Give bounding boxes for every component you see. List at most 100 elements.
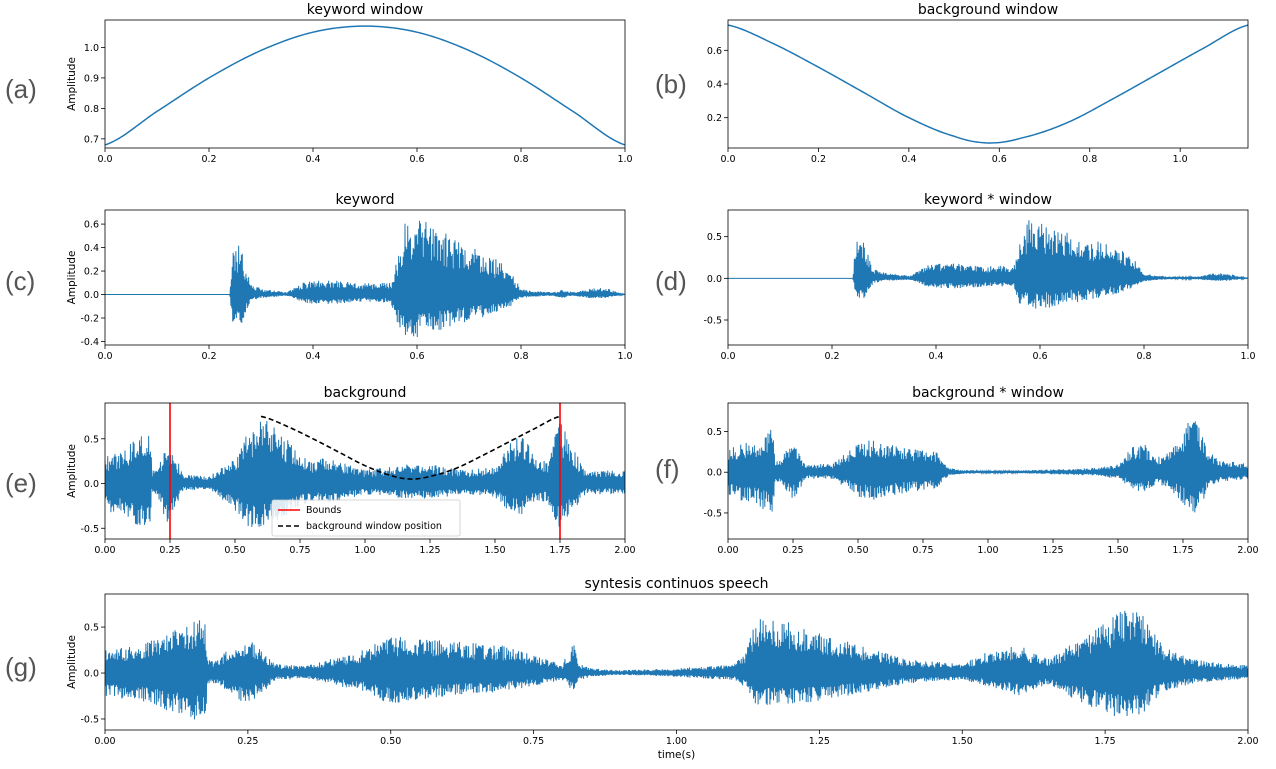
- x-tick-label-c: 0.6: [409, 351, 424, 362]
- plot-data-b: [728, 24, 1248, 144]
- x-tick-label-c: 0.2: [201, 351, 216, 362]
- y-tick-label-a: 0.9: [84, 73, 99, 84]
- y-tick-label-c: -0.4: [80, 337, 99, 348]
- panel-title-e: background: [324, 385, 407, 401]
- y-tick-label-b: 0.4: [707, 80, 722, 91]
- x-tick-label-f: 0.00: [717, 545, 738, 556]
- panel-label-d: (d): [655, 266, 687, 296]
- x-tick-label-d: 0.2: [824, 351, 839, 362]
- waveform-f: [728, 421, 1248, 513]
- x-tick-label-e: 1.25: [419, 545, 440, 556]
- plot-data-e: [105, 403, 625, 539]
- legend: Bounds background window position: [271, 499, 461, 537]
- y-tick-label-e: -0.5: [80, 524, 99, 535]
- x-tick-label-b: 0.8: [1082, 154, 1097, 165]
- x-tick-label-g: 1.00: [666, 736, 687, 747]
- panel-label-a: (a): [5, 74, 37, 104]
- x-tick-label-a: 0.6: [409, 154, 424, 165]
- panel-b: 0.0 0.2 0.4 0.6 0.8 1.0 0.2 0.4 0.6 background wi…: [655, 2, 1249, 165]
- x-tick-label-g: 1.25: [809, 736, 830, 747]
- legend-box: [271, 499, 461, 537]
- x-tick-label-e: 1.50: [484, 545, 505, 556]
- x-tick-label-e: 1.00: [354, 545, 375, 556]
- x-tick-label-g: 2.00: [1237, 736, 1258, 747]
- x-tick-label-d: 0.8: [1136, 351, 1151, 362]
- x-axis-label-g: time(s): [658, 749, 695, 761]
- x-tick-label-a: 0.8: [513, 154, 528, 165]
- x-tick-label-d: 1.0: [1240, 351, 1255, 362]
- panel-label-g: (g): [5, 652, 37, 682]
- x-tick-label-f: 0.75: [912, 545, 933, 556]
- y-axis-label-a: Amplitude: [66, 57, 78, 111]
- x-tick-label-f: 0.25: [782, 545, 803, 556]
- x-tick-label-a: 0.2: [201, 154, 216, 165]
- x-tick-label-e: 0.75: [289, 545, 310, 556]
- y-tick-label-b: 0.2: [707, 113, 722, 124]
- panel-title-a: keyword window: [307, 2, 423, 18]
- x-tick-label-d: 0.6: [1032, 351, 1047, 362]
- x-tick-label-g: 0.50: [380, 736, 401, 747]
- y-tick-label-c: 0.6: [84, 220, 99, 231]
- axes-frame-a: [104, 19, 626, 149]
- plot-data-f: [728, 421, 1248, 513]
- x-tick-label-c: 0.4: [305, 351, 320, 362]
- x-tick-label-d: 0.0: [720, 351, 735, 362]
- x-tick-label-f: 1.25: [1042, 545, 1063, 556]
- x-tick-label-b: 0.0: [720, 154, 735, 165]
- waveform-e: [105, 420, 625, 530]
- x-tick-label-e: 0.00: [94, 545, 115, 556]
- y-tick-label-c: 0.2: [84, 267, 99, 278]
- x-tick-label-b: 1.0: [1173, 154, 1188, 165]
- panel-g: 0.00 0.25 0.50 0.75 1.00 1.25 1.50 1.75 2.00 -0.5…: [5, 576, 1259, 761]
- y-tick-label-c: 0.4: [84, 243, 99, 254]
- x-tick-label-e: 0.50: [224, 545, 245, 556]
- y-tick-label-d: -0.5: [703, 316, 722, 327]
- y-tick-label-g: -0.5: [80, 714, 99, 725]
- legend-label-window-position: background window position: [306, 521, 442, 532]
- waveform-c: [105, 220, 625, 337]
- x-tick-label-c: 0.8: [513, 351, 528, 362]
- panel-label-f: (f): [655, 454, 680, 484]
- y-tick-label-f: -0.5: [703, 508, 722, 519]
- panel-label-b: (b): [655, 69, 687, 99]
- x-tick-label-f: 1.75: [1172, 545, 1193, 556]
- x-tick-label-c: 0.0: [97, 351, 112, 362]
- y-axis-label-e: Amplitude: [66, 444, 78, 498]
- x-tick-label-b: 0.2: [811, 154, 826, 165]
- y-tick-label-a: 1.0: [84, 43, 99, 54]
- window-position-line: [260, 415, 561, 480]
- panel-title-f: background * window: [912, 385, 1064, 401]
- waveform-d: [728, 220, 1248, 309]
- panel-title-b: background window: [918, 2, 1058, 18]
- plot-data-d: [728, 220, 1248, 309]
- legend-label-bounds: Bounds: [306, 505, 341, 516]
- y-tick-label-f: 0.0: [707, 468, 722, 479]
- y-tick-label-g: 0.0: [84, 669, 99, 680]
- x-tick-label-e: 2.00: [614, 545, 635, 556]
- x-tick-label-d: 0.4: [928, 351, 943, 362]
- y-tick-label-d: 0.5: [707, 232, 722, 243]
- y-tick-label-a: 0.8: [84, 104, 99, 115]
- y-tick-label-d: 0.0: [707, 274, 722, 285]
- panel-c: 0.0 0.2 0.4 0.6 0.8 1.0 -0.4 -0.2 0.0 0.2 0.4 0.6 ke…: [5, 192, 633, 362]
- y-tick-label-e: 0.5: [84, 434, 99, 445]
- x-tick-label-g: 0.25: [237, 736, 258, 747]
- x-tick-label-f: 1.50: [1107, 545, 1128, 556]
- axes-frame-d: [727, 209, 1249, 346]
- waveform-g: [105, 610, 1248, 720]
- panel-e: 0.00 0.25 0.50 0.75 1.00 1.25 1.50 1.75 2.00 -0.5…: [5, 385, 636, 556]
- panel-label-e: (e): [5, 468, 37, 498]
- panel-title-c: keyword: [336, 192, 395, 208]
- y-axis-label-c: Amplitude: [66, 251, 78, 305]
- panel-label-c: (c): [5, 266, 35, 296]
- axes-frame-c: [104, 209, 626, 346]
- panel-d: 0.0 0.2 0.4 0.6 0.8 1.0 -0.5 0.0 0.5 keyword * wi…: [655, 192, 1256, 362]
- y-axis-label-g: Amplitude: [66, 635, 78, 689]
- x-tick-label-b: 0.4: [901, 154, 916, 165]
- x-tick-label-e: 0.25: [159, 545, 180, 556]
- x-tick-label-f: 1.00: [977, 545, 998, 556]
- x-tick-label-b: 0.6: [992, 154, 1007, 165]
- x-tick-label-g: 0.75: [523, 736, 544, 747]
- series-line-b: [728, 24, 1248, 144]
